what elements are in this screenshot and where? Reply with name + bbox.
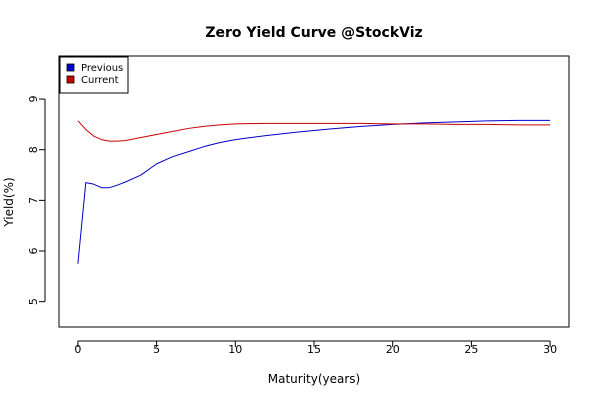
legend-swatch-current [66,75,75,84]
x-tick-label: 30 [543,343,557,356]
y-tick-label: 9 [27,96,40,103]
x-tick-label: 25 [464,343,478,356]
y-tick-label: 8 [27,146,40,153]
x-tick-label: 0 [74,343,81,356]
x-tick-label: 15 [307,343,321,356]
y-tick-label: 6 [27,248,40,255]
x-tick-label: 5 [153,343,160,356]
x-tick-label: 20 [386,343,400,356]
x-tick-label: 10 [228,343,242,356]
y-tick-label: 5 [27,298,40,305]
y-axis-label: Yield(%) [2,177,16,227]
legend-label-current: Current [81,75,119,86]
chart-title: Zero Yield Curve @StockViz [205,25,422,41]
legend-swatch-previous [66,63,75,72]
series-line-previous [77,119,551,264]
legend-box [59,56,129,94]
series-line-current [77,120,551,142]
plot-layer: 0 5 10 15 20 25 30 5 6 7 8 9 [27,55,570,356]
plot-frame [58,55,570,328]
legend-label-previous: Previous [81,63,123,74]
x-axis-label: Maturity(years) [268,372,360,386]
y-tick-label: 7 [27,197,40,204]
